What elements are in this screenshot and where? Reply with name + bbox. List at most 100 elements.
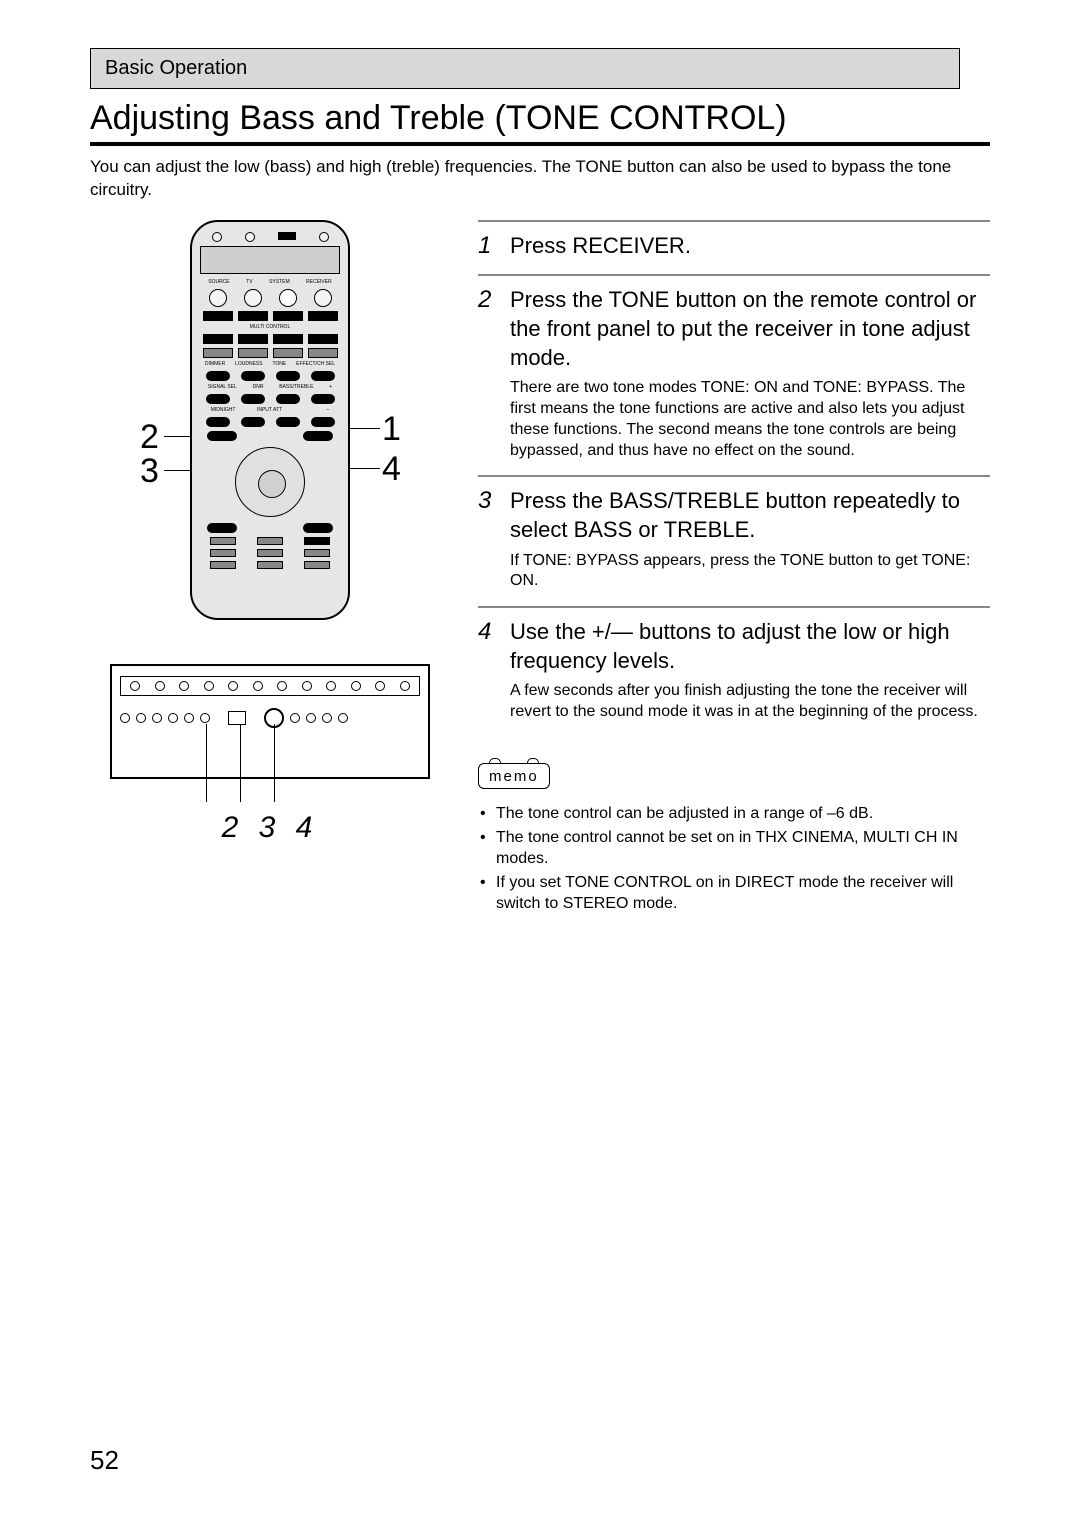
remote-btn-label: SIGNAL SEL xyxy=(208,385,237,390)
panel-knob xyxy=(400,681,410,691)
memo-item: The tone control can be adjusted in a ra… xyxy=(478,803,990,825)
remote-btn-label: TONE xyxy=(272,362,286,367)
remote-multi-btn xyxy=(203,348,233,358)
remote-diagram: 2 3 1 4 SOURCE TV SYSTEM xyxy=(90,220,450,640)
remote-dimmer-btn xyxy=(206,371,230,381)
remote-source-btn xyxy=(209,289,227,307)
remote-inputatt-btn xyxy=(241,417,265,427)
remote-dnr-btn xyxy=(241,394,265,404)
remote-bottom-btn xyxy=(207,523,237,533)
left-column: 2 3 1 4 SOURCE TV SYSTEM xyxy=(90,220,450,917)
page-title: Adjusting Bass and Treble (TONE CONTROL) xyxy=(90,89,990,146)
section-label: Basic Operation xyxy=(105,57,247,80)
step-3: 3 Press the BASS/TREBLE button repeatedl… xyxy=(478,475,990,606)
memo-badge: memo xyxy=(478,763,550,789)
page-number: 52 xyxy=(90,1445,119,1476)
remote-btn-label: LOUDNESS xyxy=(235,362,263,367)
panel-pointer-4 xyxy=(274,724,275,802)
remote-multi-btn xyxy=(273,348,303,358)
panel-knob xyxy=(302,681,312,691)
panel-knob xyxy=(130,681,140,691)
remote-func-btn xyxy=(276,417,300,427)
remote-btn-label: + xyxy=(329,385,332,390)
panel-knob xyxy=(179,681,189,691)
remote-multi-btn xyxy=(203,334,233,344)
remote-btn-label: INPUT ATT xyxy=(257,408,282,413)
panel-knob xyxy=(204,681,214,691)
remote-signal-btn xyxy=(206,394,230,404)
panel-knob xyxy=(277,681,287,691)
panel-top-row xyxy=(120,676,420,696)
remote-body: SOURCE TV SYSTEM RECEIVER MU xyxy=(190,220,350,620)
step-number: 4 xyxy=(478,618,500,646)
remote-btn-label: MIDNIGHT xyxy=(211,408,236,413)
memo-list: The tone control can be adjusted in a ra… xyxy=(478,803,990,915)
step-title: Press the TONE button on the remote cont… xyxy=(510,286,990,372)
panel-knob xyxy=(184,713,194,723)
remote-exit-btn xyxy=(303,523,333,533)
front-panel-diagram: 2 3 4 xyxy=(100,664,440,845)
remote-bottom-btn xyxy=(210,549,236,557)
step-1: 1 Press RECEIVER. xyxy=(478,220,990,275)
remote-preset-btn xyxy=(273,311,303,321)
remote-indicator xyxy=(212,232,222,242)
panel-display xyxy=(228,711,246,725)
remote-multi-label: MULTI CONTROL xyxy=(200,325,340,330)
panel-knob xyxy=(136,713,146,723)
remote-btn-label: DIMMER xyxy=(205,362,225,367)
remote-multi-btn xyxy=(238,348,268,358)
panel-knob xyxy=(306,713,316,723)
memo-item: The tone control cannot be set on in THX… xyxy=(478,827,990,870)
panel-knob xyxy=(228,681,238,691)
panel-knob xyxy=(375,681,385,691)
step-2: 2 Press the TONE button on the remote co… xyxy=(478,274,990,475)
remote-bottom-btn xyxy=(304,537,330,545)
step-title: Press the BASS/TREBLE button repeatedly … xyxy=(510,487,990,544)
panel-knob xyxy=(322,713,332,723)
content-columns: 2 3 1 4 SOURCE TV SYSTEM xyxy=(90,220,990,917)
remote-loudness-btn xyxy=(241,371,265,381)
remote-plus-btn xyxy=(311,394,335,404)
panel-knob xyxy=(290,713,300,723)
remote-bottom-btn xyxy=(304,549,330,557)
step-body: If TONE: BYPASS appears, press the TONE … xyxy=(510,551,990,593)
remote-btn-label: RECEIVER xyxy=(306,280,332,285)
remote-btn-label: SYSTEM xyxy=(269,280,290,285)
remote-screen xyxy=(200,246,340,274)
step-number: 2 xyxy=(478,286,500,314)
step-number: 1 xyxy=(478,232,500,260)
remote-btn-label: – xyxy=(326,408,329,413)
section-tab: Basic Operation xyxy=(90,48,960,89)
intro-text: You can adjust the low (bass) and high (… xyxy=(90,156,990,202)
remote-basstreble-btn xyxy=(276,394,300,404)
step-title: Press RECEIVER. xyxy=(510,232,691,261)
remote-bottom-btn xyxy=(210,561,236,569)
remote-btn-label: DNR xyxy=(253,385,264,390)
step-4: 4 Use the +/— buttons to adjust the low … xyxy=(478,606,990,737)
remote-multi-btn xyxy=(238,334,268,344)
panel-body xyxy=(110,664,430,779)
remote-effect-btn xyxy=(311,371,335,381)
callout-4: 4 xyxy=(382,450,401,489)
remote-tone-btn xyxy=(276,371,300,381)
remote-preset-btn xyxy=(203,311,233,321)
remote-tv-btn xyxy=(244,289,262,307)
remote-btn-label: TV xyxy=(246,280,252,285)
panel-knob xyxy=(351,681,361,691)
remote-midnight-btn xyxy=(206,417,230,427)
callout-3: 3 xyxy=(140,452,159,491)
remote-btn-label: SOURCE xyxy=(208,280,229,285)
remote-btn-label: BASS/TREBLE xyxy=(279,385,313,390)
remote-minus-btn xyxy=(311,417,335,427)
panel-caption: 2 3 4 xyxy=(100,811,440,845)
remote-preset-btn xyxy=(308,311,338,321)
remote-bottom-btn xyxy=(257,549,283,557)
panel-knob xyxy=(120,713,130,723)
remote-bottom-btn xyxy=(257,537,283,545)
panel-knob xyxy=(326,681,336,691)
panel-pointer-2 xyxy=(206,724,207,802)
remote-bottom-btn xyxy=(304,561,330,569)
step-title: Use the +/— buttons to adjust the low or… xyxy=(510,618,990,675)
remote-receiver-btn xyxy=(314,289,332,307)
remote-system-btn xyxy=(279,289,297,307)
